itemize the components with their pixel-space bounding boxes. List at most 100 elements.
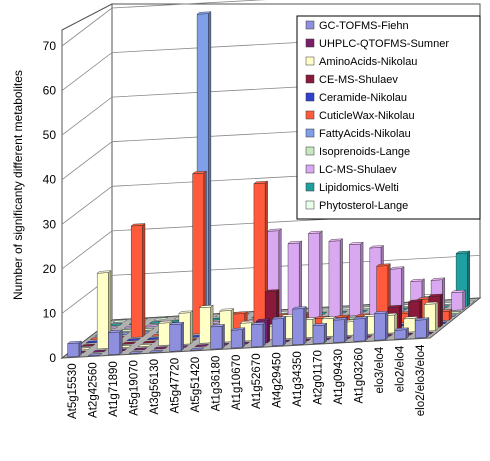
bar-top [321,316,337,320]
bar [312,322,328,344]
bar-front [415,319,427,339]
bar-side [78,340,82,357]
bar-top [414,317,430,321]
bar-side [119,329,123,355]
legend-swatch [305,74,315,84]
legend-label: LC-MS-Shulaev [319,164,397,176]
category-label: At1g10670 [231,355,243,411]
bar [128,350,144,354]
bar-base [148,349,164,353]
bar-front [292,308,304,346]
bar-top [373,310,389,314]
bar-top [230,327,246,331]
legend-label: FattyAcids-Nikolau [319,128,411,140]
bar [291,306,307,346]
category-label: elo2/elo4 [394,345,406,392]
bar-front [158,322,170,346]
legend-label: Ceramide-Nikolau [319,92,407,104]
bar-side [267,318,271,344]
y-tick-label: 10 [43,306,57,320]
bar-side [283,316,286,346]
bar [250,321,267,348]
bar-top [375,263,391,267]
bar-top [450,289,466,293]
bar-side [319,230,323,319]
bar-top [353,316,369,320]
bar [80,343,96,347]
bar-top [291,306,307,310]
bar-top [178,310,194,314]
bar [353,316,369,342]
legend-item: Phytosterol-Lange [305,200,408,212]
bar [332,317,348,343]
bar-top [264,289,280,293]
bar-top [369,245,385,249]
legend-item: LC-MS-Shulaev [305,164,397,176]
category-label: At5g47720 [169,358,181,414]
bar-top [348,241,364,245]
bar-front [451,291,463,311]
bar [210,323,226,350]
bar-side [364,316,368,342]
bar-top [239,320,255,324]
bar-top [430,277,446,281]
bar-front [349,243,361,317]
bar-top [389,266,405,270]
bar [450,289,466,311]
bar-front [312,324,325,344]
legend-swatch [305,92,315,102]
legend-swatch [305,146,315,156]
category-label: At1g52670 [251,353,263,409]
bar [107,329,123,356]
bar [348,241,364,317]
bar-top [157,320,173,324]
bar-side [242,327,246,348]
bar-side [339,238,343,317]
bar-front [328,240,341,318]
bar-side [221,323,225,350]
bar-base [80,343,96,347]
bar-side [344,317,348,343]
legend-swatch [305,128,315,138]
legend-label: GC-TOFMS-Fiehn [319,20,409,32]
bar [169,321,185,352]
bar-front [199,306,211,344]
bar-top [250,321,267,325]
bar-front [353,318,366,342]
bar [87,353,103,357]
legend-label: Isoprenoids-Lange [319,146,410,158]
legend: GC-TOFMS-Fiehn UHPLC-QTOFMS-Sumner AminoAc… [296,15,481,220]
bar-top [198,304,214,308]
bar-top [96,270,112,274]
y-tick-label: 20 [43,262,57,276]
bar-base [126,338,142,342]
gridline [61,0,267,47]
bar-front [253,182,266,332]
bar-side [180,321,184,352]
y-tick-label: 70 [43,39,57,53]
bar-side [462,289,466,311]
legend-label: CuticleWax-Nikolau [319,110,415,122]
legend-label: CE-MS-Shulaev [319,74,398,86]
bar-top [394,327,410,331]
bar-side [467,250,470,307]
category-label: At5g51420 [190,357,202,413]
bar-base [153,346,169,350]
category-label: At1g36180 [210,356,222,412]
bar-top [328,238,344,242]
bar-front [169,323,182,352]
bar-top [312,323,328,327]
legend-item: Isoprenoids-Lange [305,146,410,158]
bar-front [374,312,386,341]
bar-base [112,319,128,323]
category-label: elo2/elo3/elo4 [415,344,427,416]
bar-top [428,293,444,297]
legend-swatch [305,56,315,66]
bar [121,341,137,345]
legend-item: UHPLC-QTOFMS-Sumner [305,38,449,50]
bar [153,317,169,321]
category-label: At1g09430 [333,349,345,405]
bar-base [121,341,137,345]
legend-item: CuticleWax-Nikolau [305,110,415,122]
